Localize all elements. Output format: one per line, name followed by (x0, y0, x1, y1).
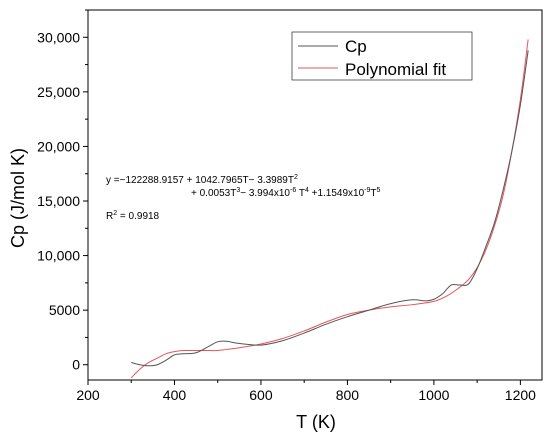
x-tick-label: 400 (163, 387, 187, 403)
series-line-polynomial-fit (130, 39, 529, 379)
equation-line-2: + 0.0053T3− 3.994x10-6 T4 +1.1549x10-9T5 (191, 187, 381, 199)
r-squared: R2 = 0.9918 (106, 210, 160, 222)
eq-line2-sup4: -9 (364, 187, 370, 194)
eq-line2-sup1: 3 (236, 187, 240, 194)
eq-line2-a: + 0.0053T (191, 188, 236, 199)
eq-line2-e: T (370, 188, 376, 199)
y-tick-label: 25,000 (37, 84, 80, 100)
legend-label-fit: Polynomial fit (345, 60, 446, 79)
eq-line1-text: y =−122288.9157 + 1042.7965T− 3.3989T (106, 175, 294, 186)
x-tick-label: 800 (336, 387, 360, 403)
eq-line2-b: − 3.994x10 (240, 188, 290, 199)
y-tick-label: 30,000 (37, 29, 80, 45)
y-tick-label: 10,000 (37, 248, 80, 264)
y-axis: 0 5000 10,000 15,000 20,000 25,000 30,000 (37, 9, 88, 373)
x-axis: 200 400 600 800 1000 1200 (76, 380, 536, 403)
legend-label-cp: Cp (345, 37, 367, 56)
r2-value: = 0.9918 (117, 211, 159, 222)
x-axis-title: T (K) (296, 412, 336, 432)
x-tick-label: 1200 (505, 387, 536, 403)
plot-frame (87, 9, 543, 381)
r2-sup: 2 (113, 210, 117, 217)
y-tick-label: 5000 (49, 302, 80, 318)
series-line-cp (131, 50, 529, 367)
eq-line2-sup5: 5 (377, 187, 381, 194)
y-tick-label: 20,000 (37, 138, 80, 154)
eq-line2-sup2: -6 (290, 187, 296, 194)
y-tick-label: 0 (72, 357, 80, 373)
x-tick-label: 1000 (418, 387, 449, 403)
y-tick-label: 15,000 (37, 193, 80, 209)
eq-line2-d: +1.1549x10 (309, 188, 365, 199)
y-axis-title: Cp (J/mol K) (8, 148, 28, 248)
legend-box (291, 31, 473, 81)
r2-label: R (106, 211, 113, 222)
eq-line1-sup: 2 (294, 174, 298, 181)
series-layer (130, 39, 529, 379)
eq-line2-sup3: 4 (305, 187, 309, 194)
legend: Cp Polynomial fit (291, 31, 473, 81)
equation-line-1: y =−122288.9157 + 1042.7965T− 3.3989T2 (106, 174, 298, 186)
eq-line2-c: T (296, 188, 305, 199)
x-tick-label: 200 (76, 387, 100, 403)
x-tick-label: 600 (249, 387, 273, 403)
